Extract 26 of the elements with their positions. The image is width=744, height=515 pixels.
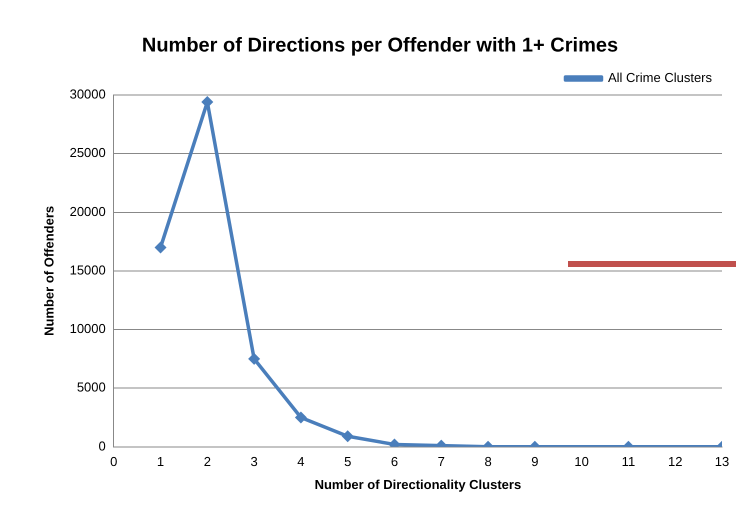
y-axis-title: Number of Offenders — [41, 206, 56, 336]
x-tick-label: 9 — [531, 454, 538, 470]
x-tick-label: 1 — [156, 454, 164, 470]
x-tick-label: 13 — [714, 454, 730, 470]
x-tick-label: 6 — [390, 454, 398, 470]
y-tick-label: 10000 — [70, 321, 106, 336]
x-tick-label: 5 — [344, 454, 352, 470]
y-tick-label: 20000 — [70, 204, 106, 219]
x-tick-label: 7 — [438, 454, 445, 470]
y-tick-label: 15000 — [70, 262, 106, 278]
chart-title: Number of Directions per Offender with 1+ Crimes — [142, 34, 618, 57]
x-axis-title: Number of Directionality Clusters — [314, 476, 522, 492]
y-tick-label: 25000 — [70, 145, 106, 160]
y-tick-label: 0 — [98, 438, 106, 454]
point — [154, 241, 167, 254]
x-tick-label: 11 — [622, 454, 636, 470]
y-tick-label: 30000 — [70, 86, 106, 102]
x-tick-label: 4 — [297, 454, 305, 470]
x-tick-label: 3 — [250, 454, 258, 470]
x-tick-label: 8 — [484, 454, 492, 470]
x-tick-label: 2 — [204, 454, 211, 470]
x-tick-label: 10 — [574, 454, 589, 470]
x-tick-label: 0 — [110, 454, 118, 470]
legend-label: All Crime Clusters — [608, 70, 712, 86]
y-tick-label: 5000 — [76, 380, 106, 395]
x-tick-label: 12 — [668, 454, 682, 470]
